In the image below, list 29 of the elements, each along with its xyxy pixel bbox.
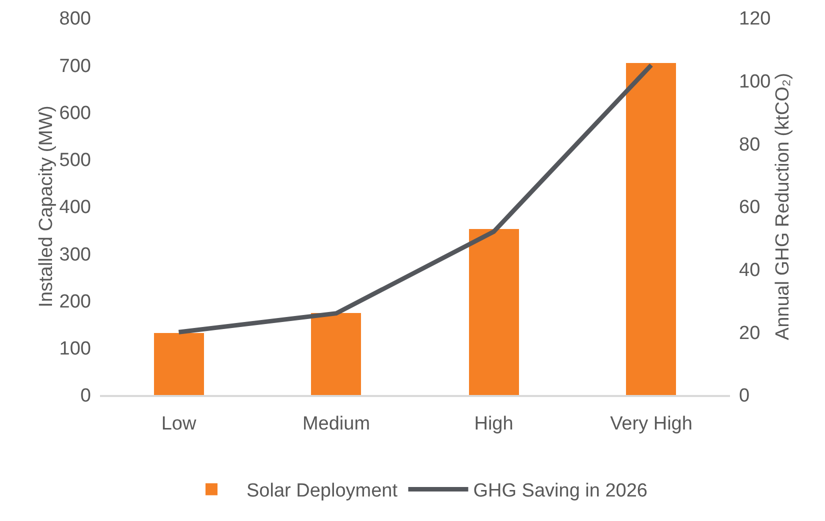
y2-tick-label: 40 bbox=[739, 260, 760, 281]
bar bbox=[311, 313, 361, 395]
bar bbox=[469, 229, 519, 395]
y2-tick-label: 60 bbox=[739, 197, 760, 218]
y2-tick-label: 20 bbox=[739, 322, 760, 344]
y-tick-label: 800 bbox=[59, 8, 91, 30]
y-tick-label: 500 bbox=[59, 150, 91, 172]
legend-label: GHG Saving in 2026 bbox=[473, 480, 648, 502]
y-tick-label: 400 bbox=[59, 197, 91, 218]
x-tick-label: Very High bbox=[610, 414, 692, 435]
legend-label: Solar Deployment bbox=[246, 480, 398, 502]
y-tick-label: 100 bbox=[59, 338, 91, 360]
y2-tick-label: 80 bbox=[739, 134, 760, 156]
y2-tick-label: 120 bbox=[739, 8, 771, 30]
y-tick-label: 300 bbox=[59, 244, 91, 266]
line-series bbox=[176, 62, 654, 334]
x-tick-label: Medium bbox=[302, 414, 370, 435]
x-tick-label: Low bbox=[161, 414, 196, 435]
x-tick-label: High bbox=[474, 414, 514, 435]
bar bbox=[154, 333, 204, 395]
y-tick-label: 0 bbox=[80, 386, 91, 407]
y2-tick-label: 100 bbox=[739, 71, 771, 92]
bar bbox=[626, 63, 676, 395]
y2-tick-label: 0 bbox=[739, 386, 750, 407]
y-tick-label: 700 bbox=[59, 56, 91, 77]
y2-axis-title: Annual GHG Reduction (ktCO₂) bbox=[772, 72, 794, 340]
y-tick-label: 200 bbox=[59, 291, 91, 312]
y-tick-label: 600 bbox=[59, 102, 91, 124]
y-axis-title: Installed Capacity (MW) bbox=[36, 106, 57, 308]
